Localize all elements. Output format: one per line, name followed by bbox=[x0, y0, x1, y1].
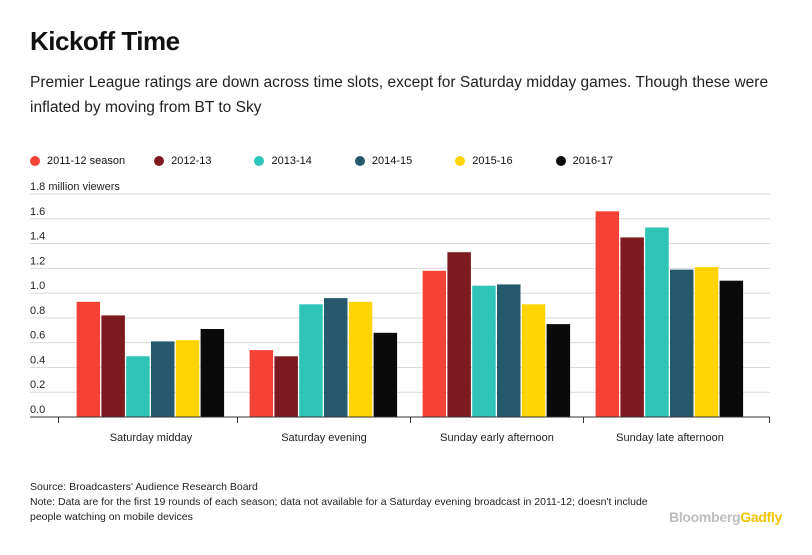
bar bbox=[101, 315, 125, 417]
bar bbox=[175, 340, 200, 417]
bar bbox=[521, 304, 546, 417]
bar bbox=[299, 304, 323, 417]
legend-swatch bbox=[455, 156, 466, 166]
bar bbox=[620, 237, 644, 417]
legend-label: 2014-15 bbox=[371, 155, 413, 167]
legend-swatch bbox=[555, 156, 566, 166]
data-note: Note: Data are for the first 19 rounds o… bbox=[30, 496, 648, 523]
legend-item: 2015-16 bbox=[455, 155, 513, 167]
y-tick-label: 0.6 bbox=[30, 330, 45, 342]
x-tick-label: Saturday midday bbox=[110, 432, 193, 444]
chart-footnotes: Source: Broadcasters' Audience Research … bbox=[30, 480, 670, 525]
legend-label: 2016-17 bbox=[572, 155, 613, 167]
bar bbox=[546, 324, 571, 417]
bar bbox=[200, 329, 225, 417]
bar bbox=[249, 350, 274, 417]
bar bbox=[719, 280, 744, 417]
brand-logo: BloombergGadfly bbox=[669, 509, 782, 525]
legend-label: 2015-16 bbox=[472, 155, 513, 167]
brand-accent: Gadfly bbox=[740, 509, 782, 525]
source-note: Source: Broadcasters' Audience Research … bbox=[30, 481, 258, 493]
legend-item: 2016-17 bbox=[555, 155, 613, 167]
legend-swatch bbox=[30, 156, 40, 166]
y-tick-label: 1.8 million viewers bbox=[30, 181, 120, 193]
legend-item: 2013-14 bbox=[254, 155, 312, 167]
y-tick-label: 1.2 bbox=[30, 255, 45, 267]
chart-title: Kickoff Time bbox=[30, 26, 180, 56]
bar-chart: 0.0 0.2 0.4 0.6 0.8 1.0 1.2 1.4 1.6 1.8 million v… bbox=[30, 181, 770, 444]
legend-label: 2013-14 bbox=[271, 155, 312, 167]
y-tick-label: 0.4 bbox=[30, 354, 45, 366]
legend-swatch bbox=[354, 156, 365, 166]
x-tick-label: Saturday evening bbox=[281, 432, 367, 444]
legend-label: 2011-12 season bbox=[47, 155, 126, 167]
bar bbox=[670, 269, 694, 417]
legend-swatch bbox=[154, 156, 165, 166]
chart-subtitle: Premier League ratings are down across t… bbox=[30, 74, 769, 116]
bar bbox=[422, 270, 447, 417]
bar bbox=[497, 284, 521, 417]
bar bbox=[447, 252, 471, 417]
bar bbox=[645, 227, 669, 417]
y-tick-label: 0.0 bbox=[30, 404, 45, 416]
legend: 2011-12 season 2012-13 2013-14 2014-15 2015-… bbox=[30, 153, 613, 169]
y-tick-label: 1.0 bbox=[30, 280, 45, 292]
legend-item: 2014-15 bbox=[354, 155, 413, 167]
bar bbox=[126, 356, 150, 417]
bar bbox=[373, 332, 398, 417]
x-tick-label: Sunday early afternoon bbox=[440, 432, 554, 444]
bar bbox=[324, 298, 348, 417]
y-tick-label: 0.8 bbox=[30, 305, 45, 317]
bar bbox=[348, 301, 373, 417]
legend-item: 2011-12 season bbox=[30, 155, 125, 167]
bar bbox=[472, 285, 496, 417]
bar bbox=[595, 211, 620, 417]
bar bbox=[151, 341, 175, 417]
bar bbox=[76, 301, 101, 417]
bar bbox=[274, 356, 298, 417]
y-tick-label: 1.6 bbox=[30, 206, 45, 218]
brand-main: Bloomberg bbox=[669, 509, 741, 525]
y-tick-label: 1.4 bbox=[30, 231, 45, 243]
legend-swatch bbox=[254, 156, 265, 166]
x-tick-label: Sunday late afternoon bbox=[616, 432, 724, 444]
bar bbox=[694, 267, 719, 417]
y-tick-label: 0.2 bbox=[30, 379, 45, 391]
legend-label: 2012-13 bbox=[171, 155, 212, 167]
legend-item: 2012-13 bbox=[154, 155, 211, 167]
